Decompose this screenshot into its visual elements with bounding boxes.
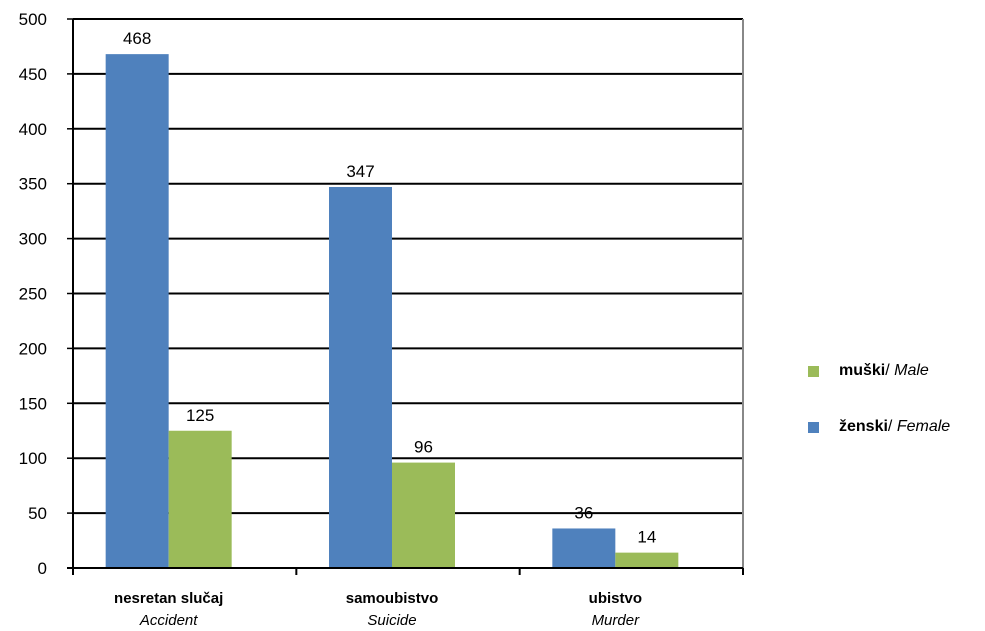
y-tick-label: 100 bbox=[19, 449, 47, 468]
category-label: nesretan slučaj bbox=[114, 590, 223, 607]
data-label: 96 bbox=[414, 438, 433, 457]
y-tick-label: 150 bbox=[19, 394, 47, 413]
bar bbox=[329, 186, 392, 568]
y-tick-label: 450 bbox=[19, 65, 47, 84]
category-sublabel: Accident bbox=[139, 612, 198, 629]
y-tick-label: 50 bbox=[28, 504, 47, 523]
y-tick-label: 200 bbox=[19, 339, 47, 358]
category-sublabel: Suicide bbox=[367, 612, 416, 629]
data-label: 468 bbox=[123, 29, 151, 48]
category-label: samoubistvo bbox=[346, 590, 439, 607]
data-label: 125 bbox=[186, 406, 214, 425]
y-tick-label: 500 bbox=[19, 10, 47, 29]
legend-item-female: ženski/ Female bbox=[808, 414, 950, 440]
bar bbox=[105, 54, 169, 569]
bar bbox=[552, 528, 616, 568]
bar bbox=[392, 462, 455, 568]
y-tick-label: 0 bbox=[38, 559, 47, 578]
legend-swatch-female bbox=[808, 421, 819, 433]
data-label: 36 bbox=[574, 503, 593, 522]
y-tick-label: 350 bbox=[19, 175, 47, 194]
legend-label-male: muški/ Male bbox=[839, 362, 929, 379]
legend-item-male: muški/ Male bbox=[808, 358, 950, 384]
legend-label-female: ženski/ Female bbox=[839, 418, 951, 435]
y-tick-label: 300 bbox=[19, 230, 47, 249]
data-label: 14 bbox=[637, 528, 656, 547]
data-label: 347 bbox=[346, 162, 374, 181]
category-label: ubistvo bbox=[589, 590, 642, 607]
legend: muški/ Male ženski/ Female bbox=[808, 358, 950, 470]
y-tick-label: 400 bbox=[19, 120, 47, 139]
category-sublabel: Murder bbox=[592, 612, 641, 629]
y-tick-label: 250 bbox=[19, 285, 47, 304]
legend-swatch-male bbox=[808, 365, 819, 377]
bar bbox=[615, 552, 679, 568]
bar bbox=[168, 430, 232, 568]
